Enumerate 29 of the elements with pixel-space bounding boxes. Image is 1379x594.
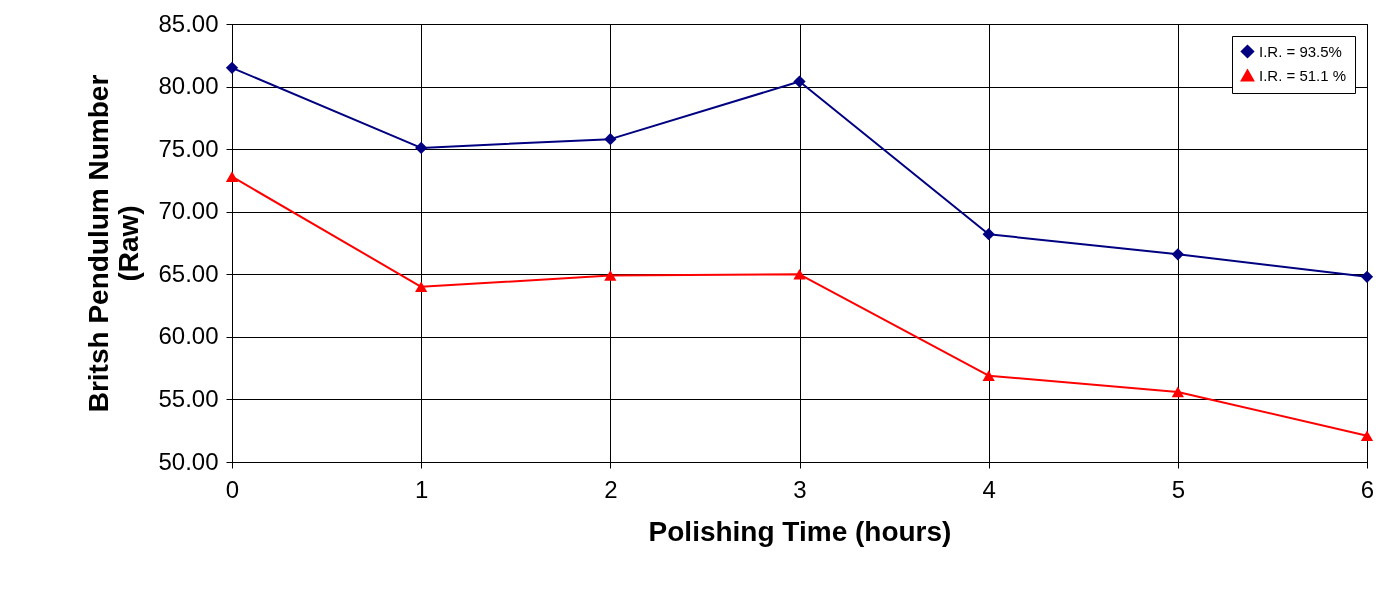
y-axis-title: Britsh Pendulum Number (Raw)	[83, 74, 145, 413]
y-tick-label: 85.00	[158, 9, 219, 37]
point	[1171, 386, 1184, 398]
point	[1171, 248, 1184, 261]
x-tick-label: 4	[982, 475, 996, 503]
y-tick-label: 60.00	[158, 322, 219, 350]
legend-label: I.R. = 51.1 %	[1259, 66, 1347, 84]
x-tick-label: 3	[793, 475, 807, 503]
y-tick-label: 50.00	[158, 447, 219, 475]
x-tick-label: 5	[1171, 475, 1186, 503]
y-tick-label: 80.00	[158, 72, 219, 100]
x-axis-title: Polishing Time (hours)	[648, 515, 952, 547]
x-tick-label: 2	[604, 475, 618, 503]
point	[415, 141, 428, 155]
y-tick-label: 65.00	[158, 259, 219, 287]
point	[1360, 270, 1374, 283]
y-tick-label: 70.00	[158, 197, 219, 225]
point	[982, 228, 995, 241]
legend-label: I.R. = 93.5%	[1259, 42, 1342, 60]
x-tick-label: 0	[225, 475, 240, 503]
point	[225, 171, 239, 182]
y-tick-label: 55.00	[158, 384, 219, 412]
point	[1360, 430, 1374, 442]
point	[415, 281, 428, 293]
x-tick-label: 1	[414, 475, 429, 503]
point	[225, 61, 239, 74]
y-tick-label: 75.00	[158, 134, 219, 162]
point	[604, 133, 617, 146]
x-tick-label: 6	[1360, 475, 1375, 503]
